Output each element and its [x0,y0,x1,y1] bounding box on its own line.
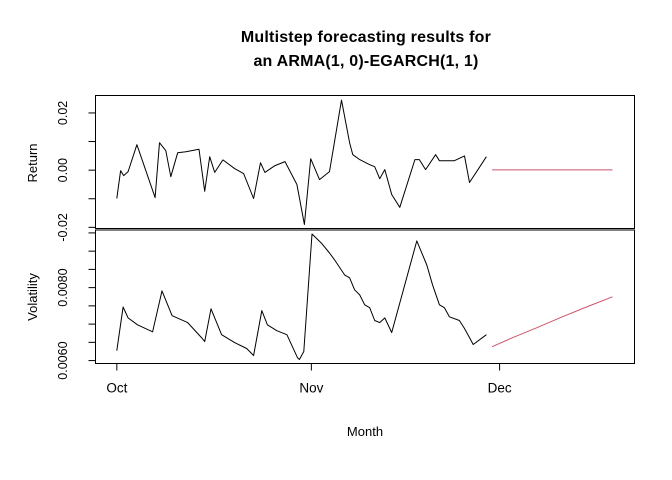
y-tick-label: 0.0080 [56,268,70,306]
y-tick-label: 0.02 [56,101,70,125]
y-tick-label: 0.0060 [56,341,70,379]
series-forecast-volatility [491,296,613,348]
x-tick-label: Oct [106,381,127,396]
x-axis-label-month: Month [346,424,384,439]
y-tick-label: 0.00 [56,158,70,182]
chart-title: Multistep forecasting results for an ARM… [96,26,636,74]
x-tick-label: Dec [488,381,512,396]
series-observed-volatility [116,233,487,360]
chart-title-line2: an ARMA(1, 0)-EGARCH(1, 1) [253,53,479,70]
panel-box-top [95,95,635,229]
y-axis-label-volatility: Volatility [25,273,40,321]
series-observed-return [116,99,487,225]
panel-box-bottom [95,229,635,364]
x-tick-label: Nov [299,381,323,396]
y-tick-label: -0.02 [56,213,70,242]
chart-title-line1: Multistep forecasting results for [240,29,492,46]
